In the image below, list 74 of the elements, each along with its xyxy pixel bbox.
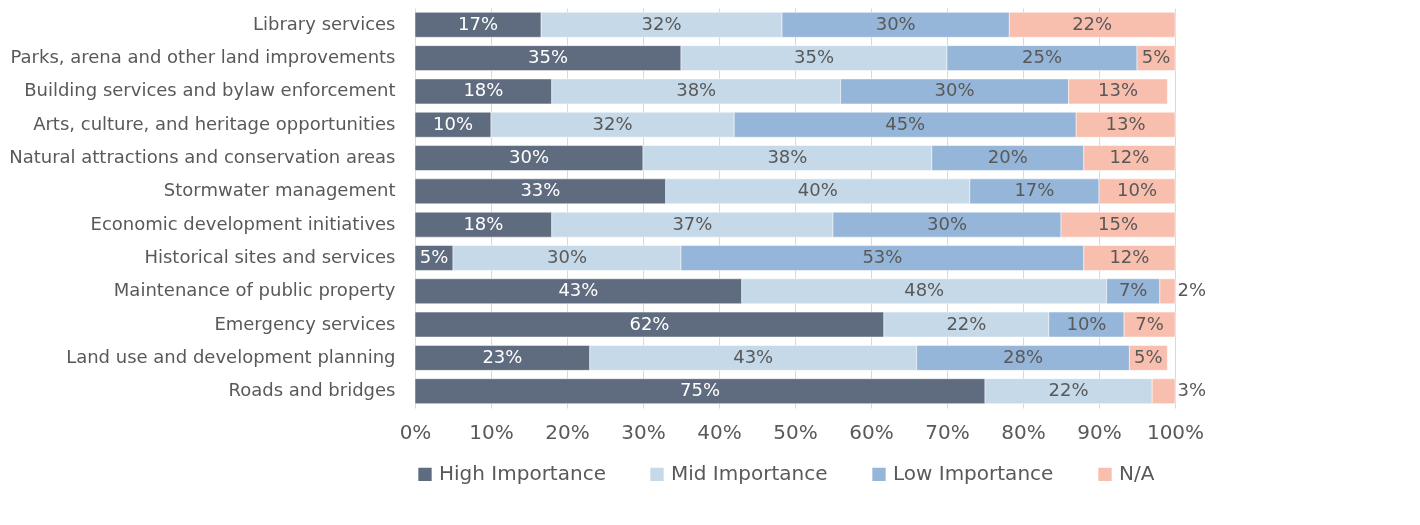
y-tick-label: Arts, culture, and heritage opportunities	[33, 112, 396, 134]
data-label: 22%	[1072, 12, 1113, 34]
data-label: 75%	[679, 379, 721, 401]
data-label: 3%	[1177, 379, 1206, 401]
x-tick-label: 70%	[925, 419, 970, 444]
data-label: 30%	[934, 79, 975, 101]
data-label: 7%	[1118, 279, 1148, 301]
y-tick-label: Historical sites and services	[144, 245, 396, 267]
data-label: 32%	[641, 12, 682, 34]
legend-label: High Importance	[439, 461, 606, 486]
x-tick-label: 80%	[1001, 419, 1046, 444]
data-label: 43%	[558, 279, 599, 301]
data-label: 30%	[508, 146, 550, 168]
data-label: 13%	[1097, 79, 1139, 101]
data-label: 62%	[629, 312, 670, 334]
y-tick-label: Library services	[252, 12, 396, 34]
x-tick-label: 90%	[1077, 419, 1122, 444]
y-tick-label: Economic development initiatives	[90, 212, 396, 234]
y-tick-label: Stormwater management	[163, 179, 396, 201]
data-label: 13%	[1105, 112, 1146, 134]
y-tick-label: Maintenance of public property	[113, 279, 396, 301]
data-label: 7%	[1135, 312, 1164, 334]
data-label: 30%	[546, 245, 588, 267]
data-label: 37%	[672, 212, 713, 234]
data-label: 20%	[987, 146, 1028, 168]
data-label: 18%	[463, 212, 504, 234]
data-label: 2%	[1177, 279, 1206, 301]
data-label: 48%	[904, 279, 945, 301]
data-label: 22%	[946, 312, 987, 334]
data-label: 12%	[1109, 245, 1150, 267]
data-label: 38%	[676, 79, 717, 101]
x-tick-label: 100%	[1146, 419, 1205, 444]
y-tick-label: Roads and bridges	[228, 379, 396, 401]
x-tick-label: 60%	[849, 419, 894, 444]
data-label: 5%	[1141, 46, 1171, 68]
data-label: 5%	[1134, 345, 1163, 367]
data-label: 35%	[527, 46, 569, 68]
data-label: 28%	[1002, 345, 1044, 367]
data-label: 32%	[592, 112, 633, 134]
data-label: 45%	[885, 112, 926, 134]
data-label: 5%	[419, 245, 449, 267]
data-label: 40%	[797, 179, 838, 201]
data-label: 33%	[520, 179, 561, 201]
legend-label: Mid Importance	[671, 461, 828, 486]
x-tick-label: 50%	[773, 419, 818, 444]
y-tick-label: Land use and development planning	[66, 345, 396, 367]
x-tick-label: 10%	[469, 419, 514, 444]
data-label: 15%	[1097, 212, 1139, 234]
x-tick-label: 40%	[697, 419, 742, 444]
data-label: 10%	[1116, 179, 1158, 201]
data-label: 38%	[767, 146, 808, 168]
data-label: 17%	[1014, 179, 1055, 201]
y-tick-label: Emergency services	[214, 312, 396, 334]
data-label: 22%	[1048, 379, 1089, 401]
data-label: 30%	[875, 12, 916, 34]
x-tick-label: 20%	[545, 419, 590, 444]
legend-label: Low Importance	[893, 461, 1054, 486]
data-label: 12%	[1109, 146, 1150, 168]
data-label: 18%	[463, 79, 504, 101]
data-label: 17%	[458, 12, 499, 34]
y-tick-label: Natural attractions and conservation areas	[9, 146, 396, 168]
data-label: 10%	[432, 112, 474, 134]
data-label: 35%	[793, 46, 835, 68]
data-label: 10%	[1066, 312, 1107, 334]
data-label: 30%	[926, 212, 968, 234]
x-tick-label: 30%	[621, 419, 666, 444]
y-tick-label: Parks, arena and other land improvements	[10, 46, 396, 68]
x-tick-label: 0%	[399, 419, 432, 444]
y-tick-label: Building services and bylaw enforcement	[24, 79, 396, 101]
data-label: 53%	[862, 245, 903, 267]
legend-label: N/A	[1119, 461, 1155, 486]
data-label: 43%	[733, 345, 774, 367]
data-label: 23%	[482, 345, 523, 367]
data-label: 25%	[1021, 46, 1063, 68]
